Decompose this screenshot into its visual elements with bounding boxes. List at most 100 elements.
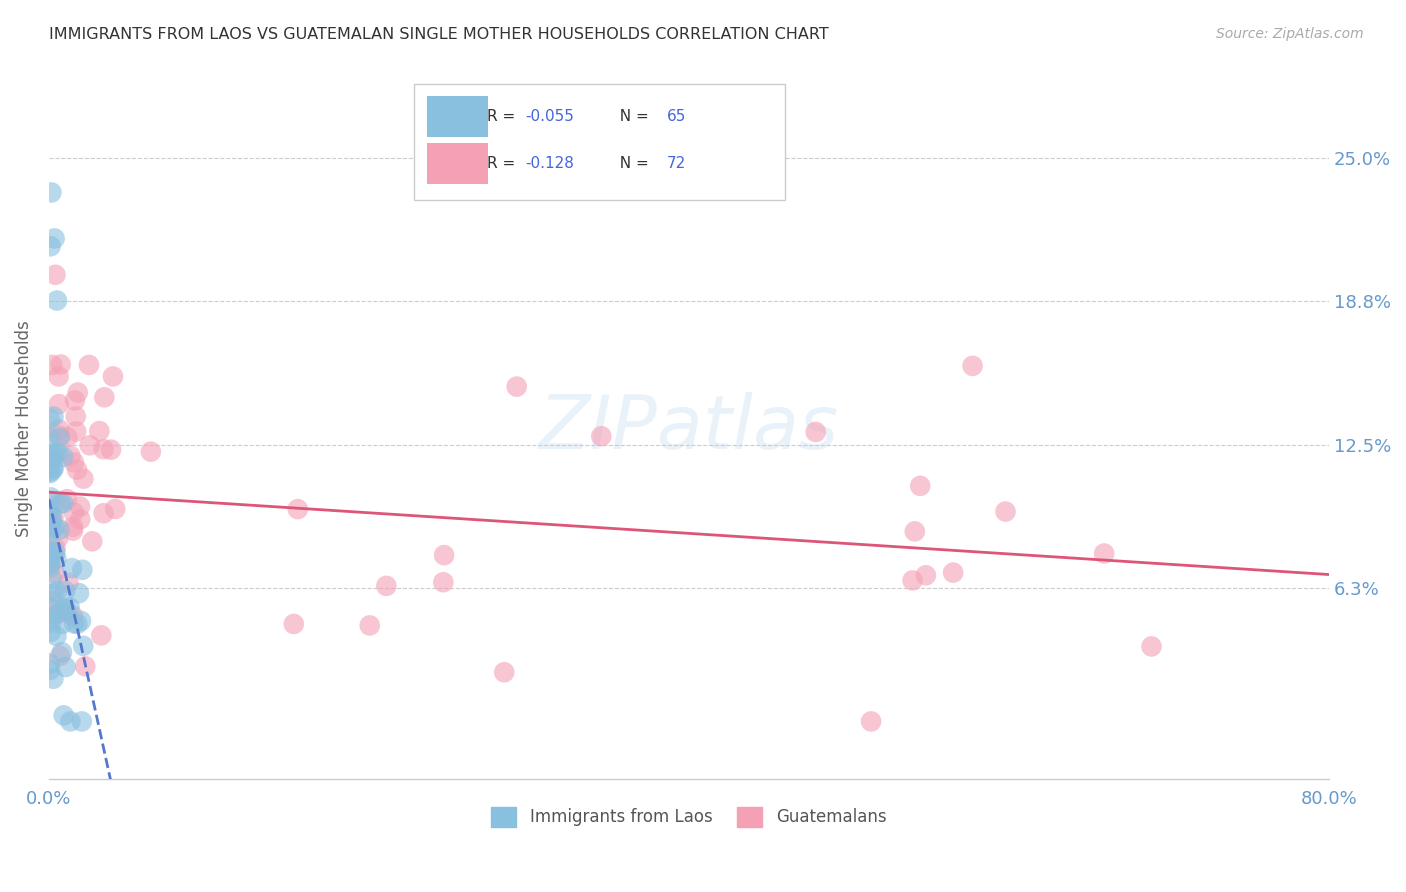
Point (63, 616, 86, 631)
Point (39, 615, 62, 630)
Point (52, 450, 75, 464)
Point (591, 429, 613, 443)
Point (433, 548, 456, 562)
Point (93, 442, 115, 457)
Point (42, 409, 65, 424)
Text: IMMIGRANTS FROM LAOS VS GUATEMALAN SINGLE MOTHER HOUSEHOLDS CORRELATION CHART: IMMIGRANTS FROM LAOS VS GUATEMALAN SINGL… (49, 27, 830, 42)
Point (72, 639, 94, 653)
FancyBboxPatch shape (426, 96, 488, 137)
Point (41, 358, 63, 372)
Point (44, 520, 66, 534)
Point (48, 523, 70, 537)
Point (56, 430, 79, 444)
Point (38, 502, 60, 516)
Point (65, 425, 87, 439)
Point (66, 616, 89, 631)
Point (89, 424, 111, 438)
Point (53, 602, 76, 616)
Point (1092, 547, 1115, 561)
Point (63, 393, 86, 408)
Point (38, 412, 60, 426)
Point (44, 447, 66, 461)
Point (287, 502, 309, 516)
Point (55, 602, 77, 616)
Point (59, 714, 82, 729)
Point (53, 583, 76, 598)
Point (58, 600, 80, 615)
Point (55, 605, 77, 619)
Point (48, 606, 70, 620)
Point (915, 568, 938, 582)
Point (375, 579, 398, 593)
Point (62, 520, 84, 534)
Point (77, 358, 100, 372)
Point (38, 530, 60, 544)
Point (62, 505, 84, 519)
Point (42, 510, 65, 524)
Point (90, 628, 112, 642)
Point (49, 358, 72, 372)
Point (41, 593, 63, 607)
Point (51, 645, 73, 659)
Point (39, 611, 62, 625)
Point (52, 496, 75, 510)
Point (45, 607, 67, 622)
Point (908, 479, 931, 493)
Text: -0.128: -0.128 (524, 156, 574, 171)
Point (38, 558, 60, 573)
Point (49, 496, 72, 510)
Point (69, 500, 91, 514)
Point (79, 438, 101, 452)
Point (505, 379, 527, 393)
Point (38, 600, 60, 615)
Point (494, 665, 516, 680)
Point (48, 428, 70, 442)
FancyBboxPatch shape (426, 144, 488, 184)
Point (283, 616, 305, 631)
Point (45, 541, 67, 556)
Point (48, 397, 70, 411)
Point (39, 516, 62, 531)
Text: Source: ZipAtlas.com: Source: ZipAtlas.com (1216, 27, 1364, 41)
Text: 72: 72 (668, 156, 686, 171)
Point (38, 663, 60, 677)
Point (46, 531, 69, 545)
Point (48, 369, 70, 384)
Point (38, 466, 60, 480)
Point (41, 508, 63, 523)
Point (39, 624, 62, 639)
Point (41, 515, 63, 529)
Point (44, 545, 66, 559)
Point (72, 563, 94, 577)
Point (58, 575, 80, 590)
Point (39, 507, 62, 521)
Point (93, 390, 115, 404)
Point (70, 614, 93, 628)
Point (41, 186, 63, 200)
Point (38, 454, 60, 468)
Point (62, 609, 84, 624)
Text: -0.055: -0.055 (524, 109, 574, 124)
Point (38, 549, 60, 564)
Point (48, 431, 70, 445)
Point (59, 449, 82, 463)
Point (39, 491, 62, 505)
Point (962, 359, 984, 373)
Point (67, 586, 90, 600)
Point (139, 444, 162, 458)
Point (104, 502, 127, 516)
Point (51, 616, 73, 631)
Point (66, 385, 89, 400)
Point (45, 584, 67, 599)
Point (42, 672, 65, 686)
Point (41, 545, 63, 559)
Point (39, 657, 62, 671)
Point (45, 629, 67, 643)
Point (69, 512, 91, 526)
Point (49, 648, 72, 663)
Point (42, 460, 65, 475)
Point (42, 462, 65, 476)
Point (46, 293, 69, 308)
Point (901, 574, 924, 588)
Point (41, 451, 63, 466)
